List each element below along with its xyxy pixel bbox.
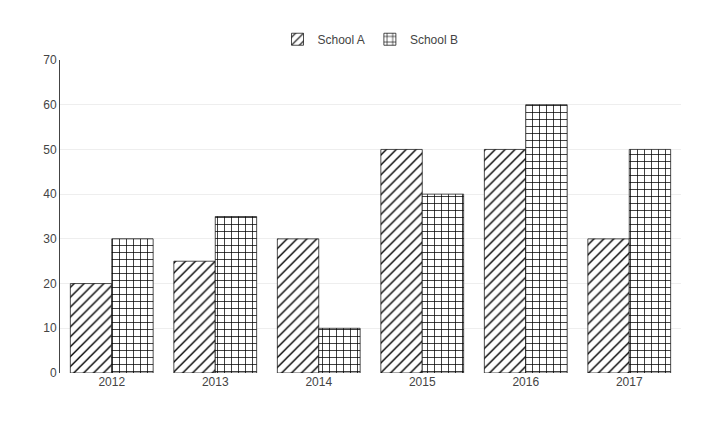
svg-text:2015: 2015 xyxy=(409,375,436,389)
svg-text:2012: 2012 xyxy=(98,375,125,389)
svg-text:2014: 2014 xyxy=(305,375,332,389)
svg-text:School B: School B xyxy=(410,33,458,47)
svg-text:0: 0 xyxy=(50,366,57,380)
svg-text:School A: School A xyxy=(318,33,365,47)
svg-text:50: 50 xyxy=(43,143,57,157)
svg-text:70: 70 xyxy=(43,53,57,67)
svg-text:40: 40 xyxy=(43,187,57,201)
svg-text:30: 30 xyxy=(43,232,57,246)
svg-text:2013: 2013 xyxy=(202,375,229,389)
svg-text:20: 20 xyxy=(43,277,57,291)
svg-text:2017: 2017 xyxy=(616,375,643,389)
svg-text:60: 60 xyxy=(43,98,57,112)
svg-text:10: 10 xyxy=(43,321,57,335)
svg-text:2016: 2016 xyxy=(512,375,539,389)
